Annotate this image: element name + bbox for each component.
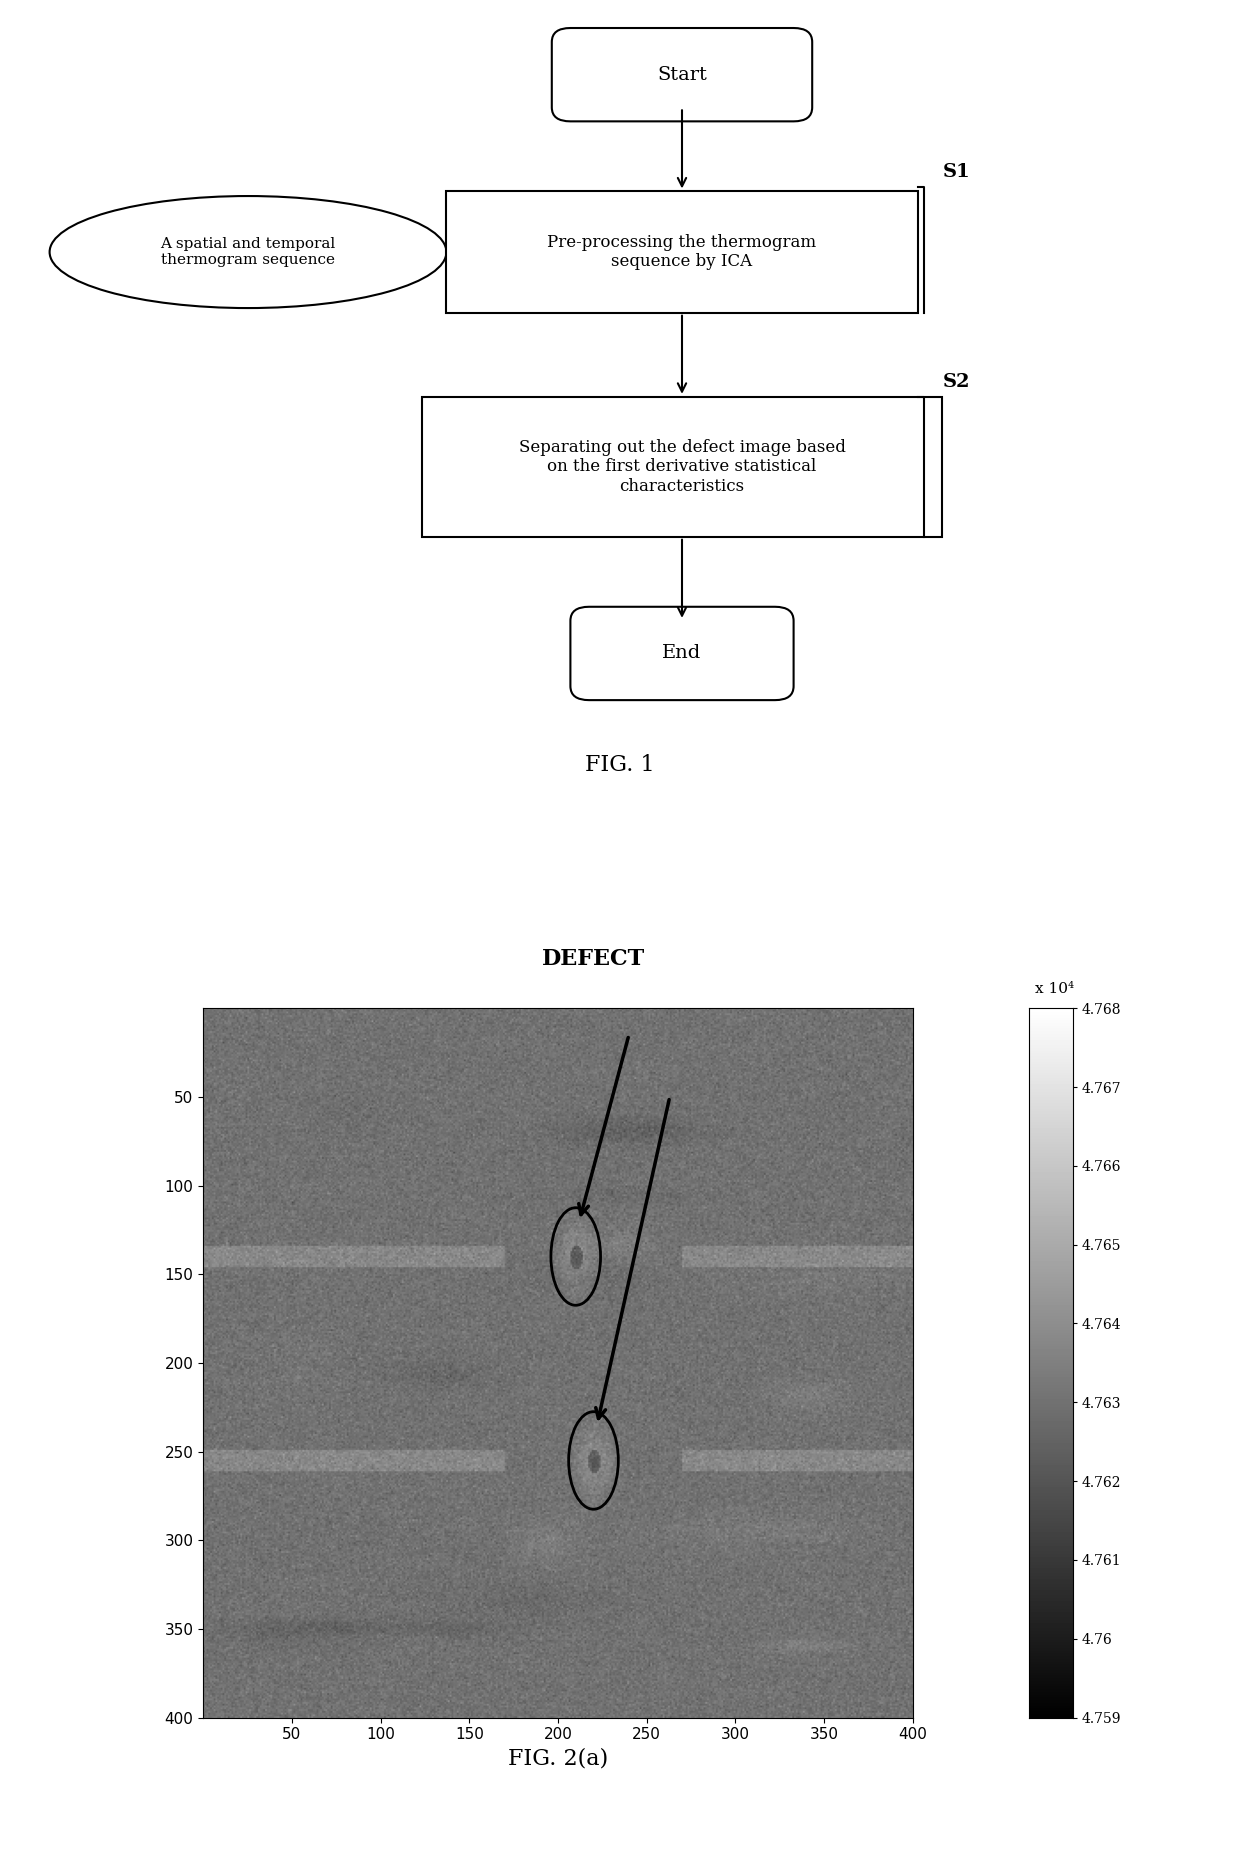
Text: DEFECT: DEFECT [542,948,645,969]
Text: x 10⁴: x 10⁴ [1035,982,1075,997]
FancyBboxPatch shape [422,396,942,536]
Text: A spatial and temporal
thermogram sequence: A spatial and temporal thermogram sequen… [160,237,336,267]
Text: FIG. 1: FIG. 1 [585,754,655,777]
Text: Pre-processing the thermogram
sequence by ICA: Pre-processing the thermogram sequence b… [547,233,817,271]
FancyBboxPatch shape [552,28,812,121]
Text: FIG. 2(a): FIG. 2(a) [508,1748,608,1770]
Text: End: End [662,644,702,663]
FancyBboxPatch shape [446,190,918,312]
Text: Separating out the defect image based
on the first derivative statistical
charac: Separating out the defect image based on… [518,439,846,495]
Text: S2: S2 [942,373,970,392]
FancyBboxPatch shape [570,607,794,700]
Ellipse shape [50,196,446,308]
Text: S1: S1 [942,164,970,181]
Text: Start: Start [657,65,707,84]
